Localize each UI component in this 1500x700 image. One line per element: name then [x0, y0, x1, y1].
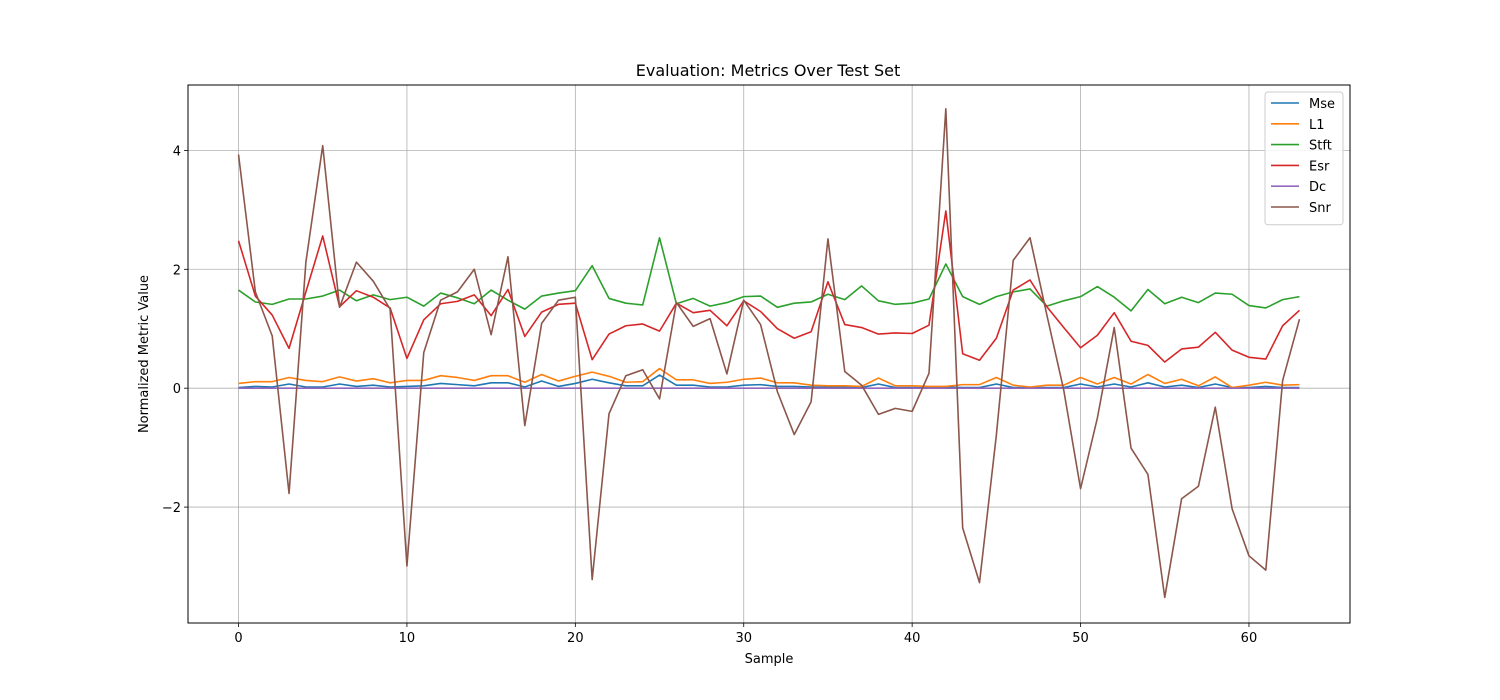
legend: Mse L1 Stft Esr Dc Snr: [1264, 91, 1344, 226]
x-tick-label: 40: [904, 631, 921, 646]
legend-box: [1264, 91, 1344, 226]
legend-label-esr: Esr: [1309, 159, 1330, 174]
y-tick-label: 2: [173, 263, 181, 278]
legend-label-mse: Mse: [1309, 97, 1335, 112]
y-axis-label: Normalized Metric Value: [137, 275, 152, 433]
x-axis-label: Sample: [745, 652, 794, 667]
chart-title: Evaluation: Metrics Over Test Set: [636, 61, 901, 80]
axis-ticks: 0 10 20 30 40 50 60 −2 0 2 4: [162, 144, 1257, 646]
y-tick-label: 0: [173, 382, 181, 397]
legend-label-dc: Dc: [1309, 180, 1326, 195]
y-tick-label: −2: [162, 501, 181, 516]
x-tick-label: 60: [1241, 631, 1258, 646]
series-line-stft: [238, 236, 1300, 312]
x-tick-label: 20: [567, 631, 584, 646]
y-tick-label: 4: [173, 144, 181, 159]
x-tick-label: 50: [1072, 631, 1089, 646]
x-tick-label: 30: [735, 631, 752, 646]
legend-label-stft: Stft: [1309, 139, 1332, 154]
series-line-l1: [238, 367, 1300, 389]
series-line-snr: [237, 107, 1301, 599]
series-line-esr: [237, 210, 1301, 363]
series-lines: [237, 107, 1301, 599]
plot-frame: [187, 84, 1351, 624]
legend-label-snr: Snr: [1309, 201, 1331, 216]
x-tick-label: 10: [399, 631, 416, 646]
legend-label-l1: L1: [1309, 118, 1325, 133]
x-tick-label: 0: [234, 631, 242, 646]
